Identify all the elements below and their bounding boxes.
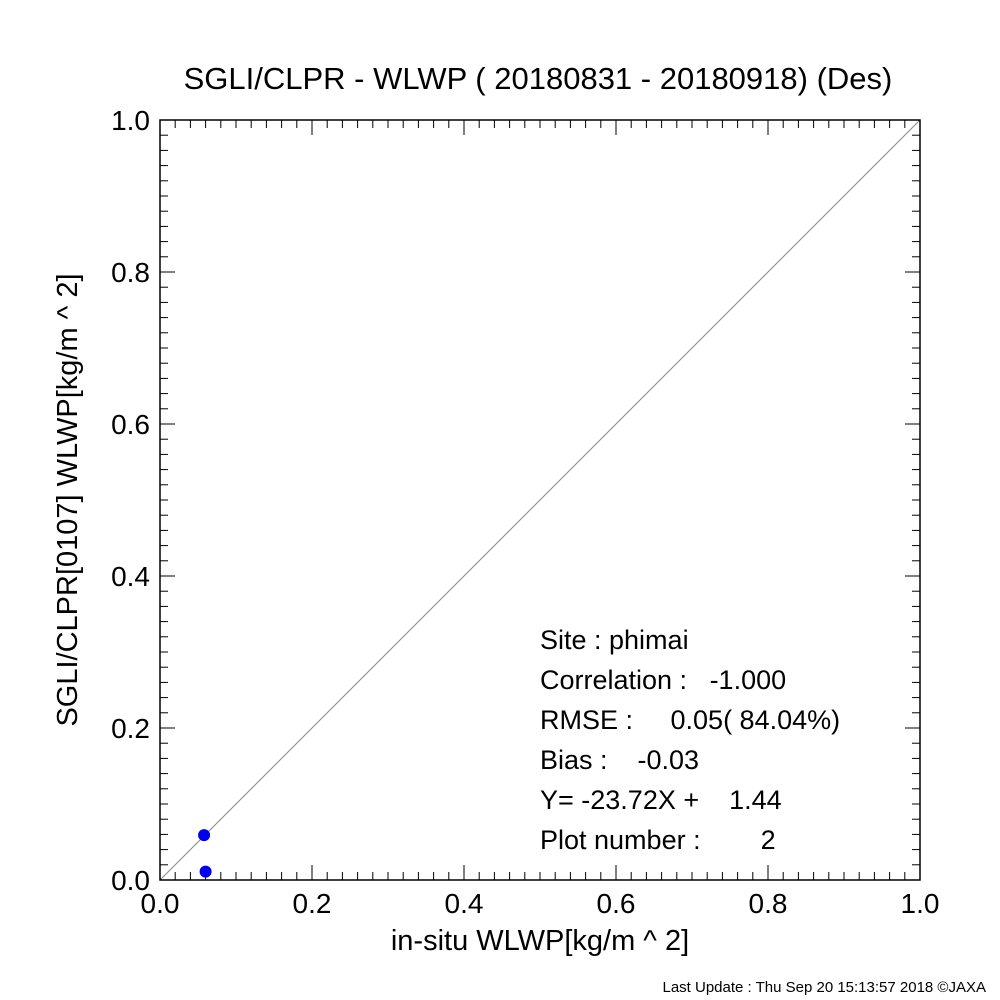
x-tick-label: 0.6 — [597, 888, 636, 919]
x-axis-label: in-situ WLWP[kg/m ^ 2] — [391, 925, 689, 957]
x-tick-label: 0.8 — [749, 888, 788, 919]
one-to-one-line — [159, 119, 921, 881]
y-axis-label: SGLI/CLPR[0107] WLWP[kg/m ^ 2] — [52, 273, 84, 726]
chart-title: SGLI/CLPR - WLWP ( 20180831 - 20180918) … — [184, 61, 893, 96]
y-tick-label: 0.6 — [111, 409, 150, 440]
y-tick-label: 0.4 — [111, 561, 150, 592]
x-tick-label: 0.2 — [293, 888, 332, 919]
plot-frame — [159, 119, 921, 881]
statistics-box: Site : phimai Correlation : -1.000 RMSE : … — [540, 625, 840, 855]
stat-line: Plot number : 2 — [540, 825, 776, 855]
data-points — [198, 829, 212, 878]
y-tick-label: 0.8 — [111, 257, 150, 288]
y-tick-label: 0.0 — [111, 865, 150, 896]
stat-line: Y= -23.72X + 1.44 — [540, 785, 782, 815]
x-tick-label: 1.0 — [901, 888, 940, 919]
y-tick-label: 0.2 — [111, 713, 150, 744]
data-point — [199, 865, 212, 878]
x-tick-label: 0.0 — [141, 888, 180, 919]
last-update-footer: Last Update : Thu Sep 20 15:13:57 2018 ©… — [662, 979, 986, 996]
y-tick-label: 1.0 — [111, 105, 150, 136]
data-point — [198, 829, 211, 842]
stat-line: Site : phimai — [540, 625, 689, 655]
stat-line: RMSE : 0.05( 84.04%) — [540, 705, 840, 735]
stat-line: Bias : -0.03 — [540, 745, 699, 775]
y-tick-labels: 0.0 0.2 0.4 0.6 0.8 1.0 — [111, 105, 150, 896]
x-tick-labels: 0.0 0.2 0.4 0.6 0.8 1.0 — [141, 888, 940, 919]
stat-line: Correlation : -1.000 — [540, 665, 786, 695]
x-tick-label: 0.4 — [445, 888, 484, 919]
